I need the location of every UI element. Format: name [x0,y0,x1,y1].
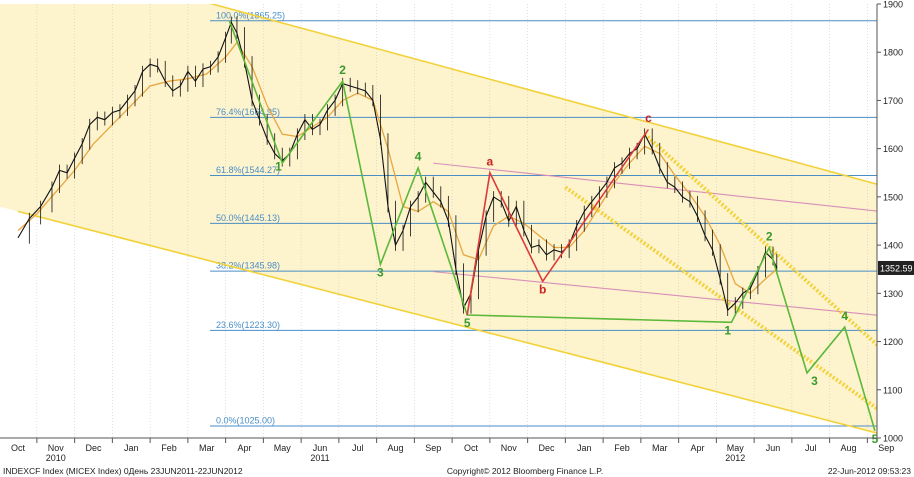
wave-label: a [487,155,494,169]
fib-label: 38.2%(1345.98) [216,261,280,271]
x-tick-label: Sep [878,443,894,453]
x-tick-label: Jun [313,443,328,453]
footer-timestamp: 22-Jun-2012 09:53:23 [828,466,911,476]
wave-label: 3 [377,265,384,279]
x-tick-label: Jan [577,443,592,453]
x-tick-label: Dec [538,443,555,453]
x-tick-label: Sep [425,443,441,453]
wave-label: 5 [464,316,471,330]
y-tick-label: 1900 [883,0,903,10]
wave-label: 2 [339,63,346,77]
price-series [17,16,778,316]
fib-label: 0.0%(1025.00) [216,415,275,425]
wave-label: 3 [811,374,818,388]
wave-label: 4 [841,309,848,323]
y-tick-label: 1000 [883,434,903,444]
x-tick-label: Apr [690,443,704,453]
last-price-tag: 1352.59 [878,260,914,275]
x-tick-label: Oct [11,443,26,453]
y-tick-label: 1700 [883,96,903,106]
x-tick-label: Feb [614,443,630,453]
x-tick-label: Apr [237,443,251,453]
channel-line [209,4,877,185]
x-tick-label: Dec [85,443,102,453]
wave-label: 1 [275,159,282,173]
last-price-label: 1352.59 [880,263,913,273]
x-tick-label: May [727,443,745,453]
wave-label: 5 [872,432,879,446]
x-tick-label: Nov [48,443,65,453]
x-year-label: 2011 [310,453,329,463]
dotted-channel-line [643,132,877,348]
channel-line [17,210,877,434]
y-axis: 1000 1100 1200 1300 1400 1500 1600 1700 1800 1900 [876,0,903,444]
wave-label: 4 [415,150,422,164]
wave-label: 2 [766,229,773,243]
fib-label: 23.6%(1223.30) [216,320,280,330]
fib-label: 61.8%(1544.27) [216,165,280,175]
wave-labels: 1 2 3 4 5 a b c 1 2 3 4 5 [275,63,878,446]
x-tick-label: Jul [805,443,817,453]
channel-area [0,4,877,434]
wave-label: 1 [724,323,731,337]
x-axis: Oct Nov Dec Jan Feb Mar Apr May Jun Jul Aug Sep Oct N… [0,437,894,463]
fib-label: 50.0%(1445.13) [216,213,280,223]
y-tick-label: 1600 [883,144,903,154]
y-tick-label: 1400 [883,241,903,251]
y-tick-label: 1100 [883,385,902,395]
x-tick-label: Nov [501,443,518,453]
x-tick-label: Feb [161,443,177,453]
x-tick-label: Jun [766,443,781,453]
footer-ticker: INDEXCF Index (MICEX Index) 0День 23JUN2… [3,466,243,476]
x-tick-label: Mar [199,443,215,453]
red-wave-line [466,128,650,316]
wave-label: b [539,282,546,296]
x-tick-label: Aug [840,443,856,453]
x-tick-label: May [274,443,292,453]
y-tick-label: 1300 [883,289,903,299]
channel-line [433,162,877,212]
x-year-label: 2012 [725,453,745,463]
y-tick-label: 1800 [883,48,903,58]
wave-label: c [645,111,652,125]
grid [36,4,868,438]
x-tick-label: Jan [124,443,139,453]
y-tick-label: 1500 [883,192,903,202]
fib-label: 76.4%(1664.95) [216,107,280,117]
footer: INDEXCF Index (MICEX Index) 0День 23JUN2… [3,466,911,476]
y-tick-label: 1200 [883,337,903,347]
wave-lines [228,20,876,432]
fibonacci-levels: 100.0%(1865.25) 76.4%(1664.95) 61.8%(1544.… [210,10,877,427]
x-year-label: 2010 [46,453,66,463]
footer-copyright: Copyright© 2012 Bloomberg Finance L.P. [447,466,603,476]
fib-label: 100.0%(1865.25) [216,10,285,20]
x-tick-label: Jul [352,443,364,453]
x-tick-label: Oct [464,443,479,453]
x-tick-label: Mar [652,443,668,453]
x-tick-label: Aug [387,443,403,453]
last-price-box [878,260,914,275]
channel-fill [0,4,877,434]
